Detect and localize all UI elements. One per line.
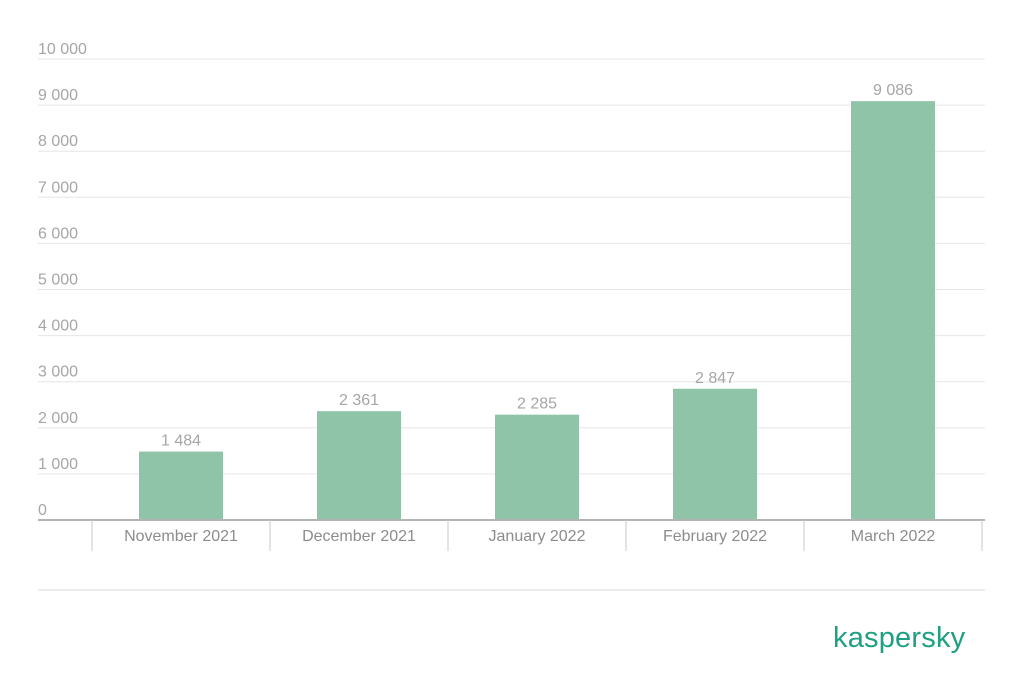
y-tick-label: 4 000 — [38, 318, 78, 335]
gridlines — [38, 58, 985, 475]
kaspersky-logo: kaspersky — [833, 622, 966, 654]
y-tick-label: 9 000 — [38, 87, 78, 104]
bars: 1 484 2 361 2 285 2 847 9 086 — [139, 82, 935, 520]
y-tick-label: 3 000 — [38, 364, 78, 381]
y-tick-label: 8 000 — [38, 133, 78, 150]
y-tick-label: 7 000 — [38, 179, 78, 196]
y-tick-label: 1 000 — [38, 456, 78, 473]
data-label: 2 285 — [517, 396, 557, 413]
data-label: 9 086 — [873, 82, 913, 99]
bar — [495, 414, 579, 520]
x-tick-label: January 2022 — [489, 528, 586, 545]
bar — [139, 451, 223, 520]
y-tick-label: 0 — [38, 502, 47, 519]
y-tick-label: 5 000 — [38, 272, 78, 289]
x-tick-label: December 2021 — [302, 528, 416, 545]
bar — [317, 411, 401, 520]
bar — [673, 388, 757, 520]
y-tick-label: 2 000 — [38, 410, 78, 427]
x-axis: November 2021 December 2021 January 2022 Fe… — [38, 519, 985, 551]
x-tick-label: November 2021 — [124, 528, 238, 545]
x-tick-label: March 2022 — [851, 528, 936, 545]
data-label: 1 484 — [161, 433, 201, 450]
y-tick-label: 6 000 — [38, 225, 78, 242]
bar — [851, 101, 935, 520]
y-tick-label: 10 000 — [38, 41, 87, 58]
y-axis: 0 1 000 2 000 3 000 4 000 5 000 6 000 7 000 8 00… — [38, 41, 87, 519]
data-label: 2 361 — [339, 392, 379, 409]
x-tick-label: February 2022 — [663, 528, 767, 545]
data-label: 2 847 — [695, 370, 735, 387]
